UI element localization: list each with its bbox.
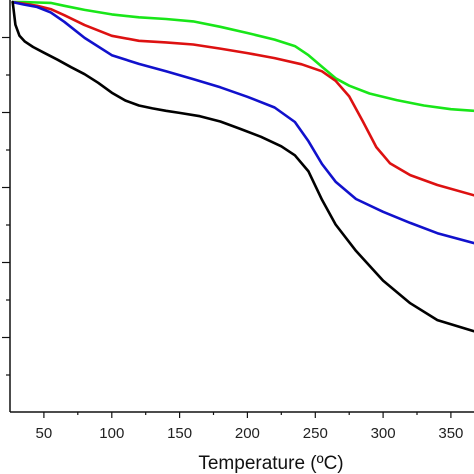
series-line-4 <box>11 0 474 333</box>
x-tick-label: 350 <box>438 425 463 442</box>
series-group <box>11 0 474 333</box>
y-axis-ticks <box>2 36 10 376</box>
x-tick-label: 100 <box>99 425 124 442</box>
x-tick-label: 300 <box>371 425 396 442</box>
x-tick-label: 200 <box>235 425 260 442</box>
series-line-3 <box>11 0 474 245</box>
plot-area: 50 100 150 200 250 300 350 <box>2 0 474 442</box>
x-tick-label: 250 <box>303 425 328 442</box>
series-line-2 <box>11 0 474 197</box>
x-tick-label: 50 <box>36 425 53 442</box>
x-axis-ticks: 50 100 150 200 250 300 350 <box>36 412 463 442</box>
x-tick-label: 150 <box>167 425 192 442</box>
series-line-1 <box>11 0 474 113</box>
x-axis-title: Temperature (ºC) <box>198 453 343 474</box>
